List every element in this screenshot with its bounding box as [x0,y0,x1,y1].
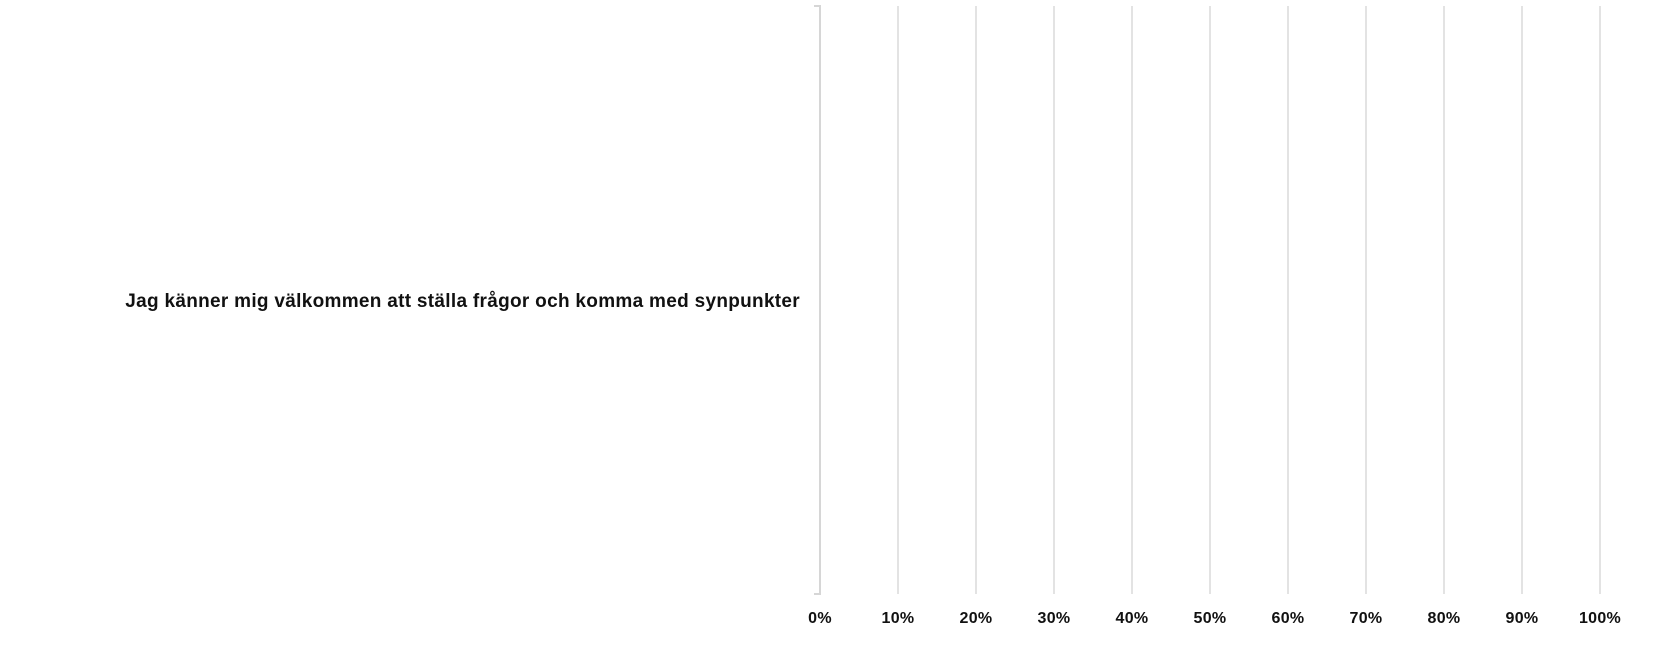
x-tick-label: 50% [1194,610,1227,627]
x-tick-label: 40% [1116,610,1149,627]
x-tick-label: 70% [1350,610,1383,627]
category-label: Jag känner mig välkommen att ställa fråg… [125,291,800,312]
x-axis-tick-labels: 0% 10% 20% 30% 40% 50% 60% 70% 80% 90% 100% [808,610,1621,627]
x-tick-label: 90% [1506,610,1539,627]
x-tick-label: 20% [960,610,993,627]
y-axis-bracket [814,5,821,595]
category-labels: Jag känner mig välkommen att ställa fråg… [125,291,800,312]
x-tick-label: 100% [1579,610,1621,627]
x-tick-label: 0% [808,610,832,627]
x-tick-label: 10% [882,610,915,627]
x-tick-label: 80% [1428,610,1461,627]
x-tick-label: 30% [1038,610,1071,627]
x-tick-label: 60% [1272,610,1305,627]
grid-lines [897,6,1601,594]
